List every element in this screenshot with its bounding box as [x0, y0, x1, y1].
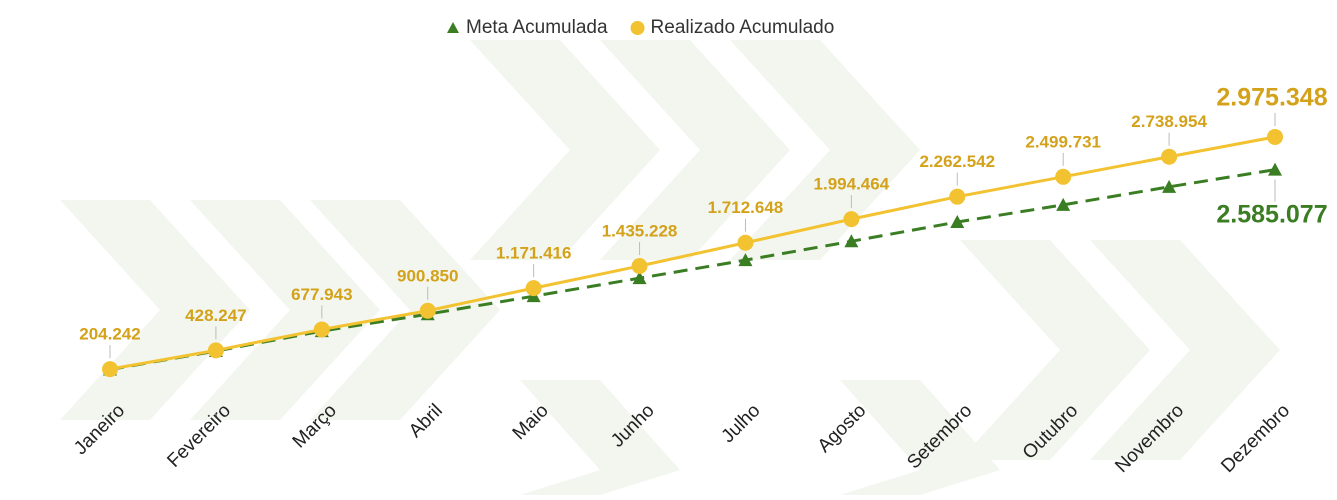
data-label: 900.850 — [397, 266, 458, 285]
data-label: 1.435.228 — [602, 221, 678, 240]
realizado-marker — [1267, 128, 1283, 145]
x-tick-label: Agosto — [814, 400, 871, 457]
meta-marker — [950, 215, 965, 229]
realizado-marker — [1055, 168, 1072, 185]
data-label: 2.738.954 — [1131, 112, 1207, 131]
x-tick-label: Março — [289, 400, 341, 452]
data-label: 2.975.348 — [1216, 84, 1327, 112]
realizado-marker — [843, 211, 860, 228]
realizado-marker — [737, 234, 754, 251]
legend-marker — [630, 21, 645, 35]
realizado-marker — [207, 342, 224, 359]
meta-marker — [844, 234, 859, 248]
data-label: 2.262.542 — [919, 152, 995, 171]
realizado-marker — [102, 361, 118, 378]
realizado-marker — [949, 188, 966, 205]
data-label: 1.994.464 — [814, 175, 890, 194]
meta-marker — [632, 271, 647, 285]
data-label: 1.171.416 — [496, 244, 572, 263]
data-label: 428.247 — [185, 306, 246, 325]
data-label: 2.585.077 — [1216, 200, 1327, 228]
data-label: 2.499.731 — [1025, 132, 1101, 151]
data-label: 677.943 — [291, 285, 352, 304]
meta-marker — [1056, 197, 1071, 211]
realizado-marker — [1161, 148, 1178, 165]
legend-label: Realizado Acumulado — [651, 17, 835, 38]
realizado-marker — [313, 321, 330, 338]
realizado-marker — [525, 280, 542, 297]
series-line — [109, 135, 1276, 371]
meta-marker — [1162, 179, 1177, 193]
data-label: 204.242 — [79, 325, 140, 344]
meta-marker — [738, 253, 753, 267]
realizado-marker — [419, 302, 436, 319]
legend-label: Meta Acumulada — [466, 17, 608, 38]
legend-marker — [447, 22, 459, 33]
background-chevrons — [60, 40, 1280, 495]
x-tick-label: Dezembro — [1217, 400, 1294, 477]
data-label: 1.712.648 — [708, 198, 784, 217]
realizado-marker — [631, 257, 648, 274]
x-tick-label: Julho — [718, 400, 765, 447]
meta-marker — [1268, 162, 1282, 176]
